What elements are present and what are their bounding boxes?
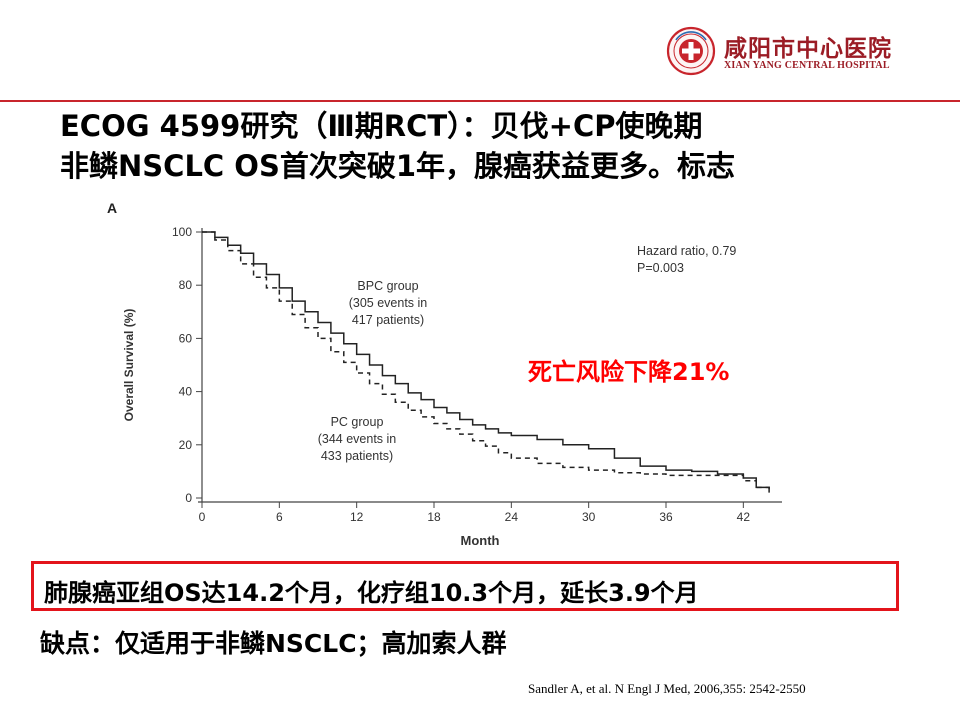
x-tick-label: 42 xyxy=(737,510,751,524)
x-tick-label: 24 xyxy=(505,510,519,524)
y-tick-label: 0 xyxy=(185,491,192,505)
series-label-bpc: 417 patients) xyxy=(352,313,424,327)
series-label-bpc: BPC group xyxy=(357,279,418,293)
km-chart-svg: A 0 20 40 60 80 100 0 6 12 18 24 30 36 42 Month Overall… xyxy=(107,200,782,548)
series-label-pc: 433 patients) xyxy=(321,449,393,463)
x-tick-label: 12 xyxy=(350,510,364,524)
survival-chart: A 0 20 40 60 80 100 0 6 12 18 24 30 36 42 Month Overall… xyxy=(95,193,811,557)
survival-curve-pc xyxy=(202,231,770,491)
hospital-seal-icon xyxy=(666,26,716,76)
hospital-name-cn: 咸阳市中心医院 xyxy=(724,35,892,62)
series-label-pc: (344 events in xyxy=(318,432,397,446)
chart-annotations: BPC group (305 events in 417 patients) PC g… xyxy=(318,244,737,463)
y-tick-label: 100 xyxy=(172,225,192,239)
hazard-ratio-label: Hazard ratio, 0.79 xyxy=(637,244,736,258)
y-tick-label: 40 xyxy=(179,385,193,399)
p-value-label: P=0.003 xyxy=(637,261,684,275)
hospital-name-en: XIAN YANG CENTRAL HOSPITAL xyxy=(724,60,890,71)
hospital-logo: 咸阳市中心医院 XIAN YANG CENTRAL HOSPITAL xyxy=(666,26,916,78)
drawback-text: 缺点：仅适用于非鳞NSCLC；高加索人群 xyxy=(40,629,507,658)
chart-axes: 0 20 40 60 80 100 0 6 12 18 24 30 36 42 Month Overall S… xyxy=(122,225,782,548)
slide-title-line-1: ECOG 4599研究（Ⅲ期RCT）：贝伐+CP使晚期 xyxy=(60,109,703,143)
x-tick-label: 36 xyxy=(659,510,673,524)
slide-title: ECOG 4599研究（Ⅲ期RCT）：贝伐+CP使晚期 非鳞NSCLC OS首次… xyxy=(60,106,735,186)
y-tick-label: 80 xyxy=(179,278,193,292)
citation: Sandler A, et al. N Engl J Med, 2006,355… xyxy=(528,681,806,696)
result-callout-text: 肺腺癌亚组OS达14.2个月，化疗组10.3个月，延长3.9个月 xyxy=(44,579,699,607)
result-callout-box: 肺腺癌亚组OS达14.2个月，化疗组10.3个月，延长3.9个月 xyxy=(31,561,899,611)
slide-title-line-2: 非鳞NSCLC OS首次突破1年，腺癌获益更多。标志 xyxy=(60,149,736,183)
x-tick-label: 30 xyxy=(582,510,596,524)
x-tick-label: 0 xyxy=(199,510,206,524)
x-axis-title: Month xyxy=(461,533,500,548)
y-axis-title: Overall Survival (%) xyxy=(122,309,136,422)
y-tick-label: 20 xyxy=(179,438,193,452)
series-label-bpc: (305 events in xyxy=(349,296,428,310)
chart-curves xyxy=(202,231,770,493)
series-label-pc: PC group xyxy=(331,415,384,429)
header-divider xyxy=(0,100,960,102)
x-tick-label: 6 xyxy=(276,510,283,524)
risk-reduction-note: 死亡风险下降21% xyxy=(528,358,730,386)
y-tick-label: 60 xyxy=(179,331,193,345)
panel-label: A xyxy=(107,200,117,216)
x-tick-label: 18 xyxy=(427,510,441,524)
survival-curve-bpc xyxy=(202,231,770,493)
